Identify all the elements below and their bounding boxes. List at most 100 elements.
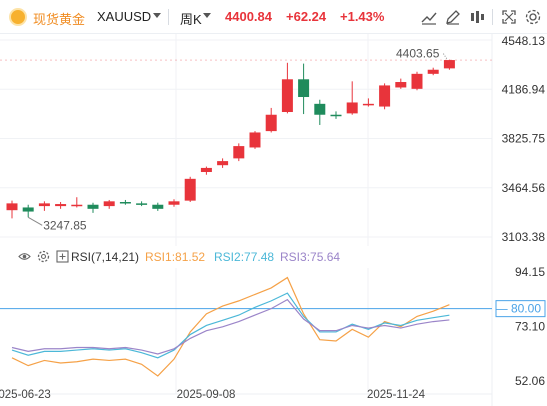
rsi3-name: RSI3 bbox=[280, 250, 307, 264]
eye-icon[interactable] bbox=[18, 250, 31, 263]
candle-body bbox=[119, 202, 131, 204]
reference-label: — 80.00 bbox=[496, 302, 542, 316]
candle-body bbox=[168, 201, 180, 205]
candle bbox=[103, 199, 115, 209]
candle bbox=[411, 71, 423, 91]
candle bbox=[379, 83, 391, 110]
candle bbox=[217, 158, 229, 168]
fullscreen-icon[interactable] bbox=[500, 8, 518, 26]
gold-logo-icon bbox=[9, 8, 27, 26]
candle bbox=[184, 176, 196, 203]
annotation-pointer bbox=[27, 216, 43, 226]
candle-body bbox=[22, 207, 34, 212]
candle-body bbox=[443, 60, 455, 69]
symbol-code[interactable]: XAUUSD bbox=[97, 9, 152, 24]
candle-body bbox=[395, 82, 407, 88]
candle bbox=[6, 200, 18, 219]
candle bbox=[395, 78, 407, 89]
candle-body bbox=[71, 204, 83, 207]
line-chart-icon[interactable] bbox=[420, 8, 438, 26]
gear-icon[interactable] bbox=[37, 250, 50, 263]
candle bbox=[427, 67, 439, 76]
candle bbox=[136, 201, 148, 207]
plus-box-icon[interactable] bbox=[56, 250, 69, 263]
y-tick-label: 4186.94 bbox=[502, 82, 546, 96]
x-tick-label: 2025-09-08 bbox=[177, 389, 236, 401]
rsi-y-tick-label: 73.10 bbox=[515, 320, 545, 334]
x-tick-label: 2025-06-23 bbox=[0, 389, 51, 401]
candle bbox=[38, 201, 50, 211]
candle-body bbox=[136, 203, 148, 205]
low-annotation: 3247.85 bbox=[43, 218, 87, 232]
draw-icon[interactable] bbox=[444, 8, 462, 26]
rsi2-legend: RSI2:77.48 bbox=[214, 250, 275, 264]
candlestick-chart[interactable]: 4548.13 4186.94 3825.75 3464.56 3103.38 3247.… bbox=[0, 34, 547, 246]
candle bbox=[152, 202, 164, 211]
candle-body bbox=[362, 103, 374, 106]
rsi3-legend: RSI3:75.64 bbox=[280, 250, 341, 264]
rsi-y-tick-label: 52.06 bbox=[515, 374, 545, 388]
y-tick-label: 4548.13 bbox=[502, 34, 546, 48]
last-price: 4400.84 bbox=[225, 9, 272, 24]
y-tick-label: 3464.56 bbox=[502, 181, 546, 195]
candle bbox=[71, 197, 83, 208]
candle-body bbox=[249, 132, 261, 148]
candle-body bbox=[330, 114, 342, 117]
candle bbox=[314, 99, 326, 125]
candle-body bbox=[281, 79, 293, 113]
divider bbox=[168, 9, 169, 25]
divider bbox=[492, 9, 493, 25]
candle bbox=[443, 59, 455, 70]
reference-label-box bbox=[495, 300, 546, 318]
candle bbox=[362, 98, 374, 107]
candle bbox=[168, 199, 180, 207]
candle bbox=[22, 204, 34, 218]
candle-body bbox=[346, 102, 358, 114]
period-selector[interactable]: 周K bbox=[180, 12, 202, 27]
candle-body bbox=[184, 178, 196, 201]
x-tick-label: 2025-11-24 bbox=[367, 389, 426, 401]
rsi2-name: RSI2 bbox=[214, 250, 241, 264]
candle-body bbox=[314, 103, 326, 115]
rsi-indicator-name[interactable]: RSI(7,14,21) bbox=[71, 250, 140, 264]
rsi1-value: 81.52 bbox=[175, 250, 206, 264]
candle bbox=[233, 143, 245, 162]
rsi1-name: RSI1 bbox=[145, 250, 172, 264]
candle-body bbox=[379, 85, 391, 107]
candle-body bbox=[38, 203, 50, 207]
high-annotation: 4403.65 bbox=[396, 47, 440, 61]
rsi1-line bbox=[11, 276, 450, 377]
rsi-y-tick-label: 94.15 bbox=[515, 265, 545, 279]
candle bbox=[119, 199, 131, 205]
rsi3-line bbox=[11, 298, 450, 355]
candle-body bbox=[200, 167, 212, 173]
candle-body bbox=[87, 204, 99, 209]
price-change-percent: +1.43% bbox=[340, 9, 385, 24]
candle-body bbox=[411, 73, 423, 89]
candle-body bbox=[55, 204, 67, 207]
rsi3-value: 75.64 bbox=[310, 250, 341, 264]
candle bbox=[298, 63, 310, 115]
candle-body bbox=[217, 161, 229, 166]
chevron-down-icon[interactable] bbox=[153, 13, 161, 18]
rsi-header: RSI(7,14,21) RSI1:81.52 RSI2:77.48 RSI3:… bbox=[0, 247, 470, 267]
candle-body bbox=[427, 69, 439, 74]
candle-body bbox=[265, 114, 277, 132]
rsi2-line bbox=[11, 292, 450, 359]
candle-body bbox=[233, 146, 245, 159]
settings-icon[interactable] bbox=[524, 8, 542, 26]
candle bbox=[346, 81, 358, 115]
candle-body bbox=[152, 204, 164, 209]
candle bbox=[265, 107, 277, 133]
annotation-pointer bbox=[442, 53, 448, 60]
indicator-icon[interactable] bbox=[468, 8, 486, 26]
toolbar: 现货黄金 XAUUSD 周K 4400.84 +62.24 +1.43% bbox=[0, 0, 547, 34]
symbol-name[interactable]: 现货黄金 bbox=[33, 12, 86, 27]
period-chevron-down-icon[interactable] bbox=[203, 13, 211, 18]
price-change: +62.24 bbox=[286, 9, 327, 24]
rsi-chart[interactable]: 94.15 73.10 52.06 — 80.00 2025-06-23 2025-09-… bbox=[0, 246, 547, 406]
candle-body bbox=[6, 203, 18, 211]
candle bbox=[200, 166, 212, 175]
rsi1-legend: RSI1:81.52 bbox=[145, 250, 206, 264]
candle bbox=[281, 62, 293, 114]
